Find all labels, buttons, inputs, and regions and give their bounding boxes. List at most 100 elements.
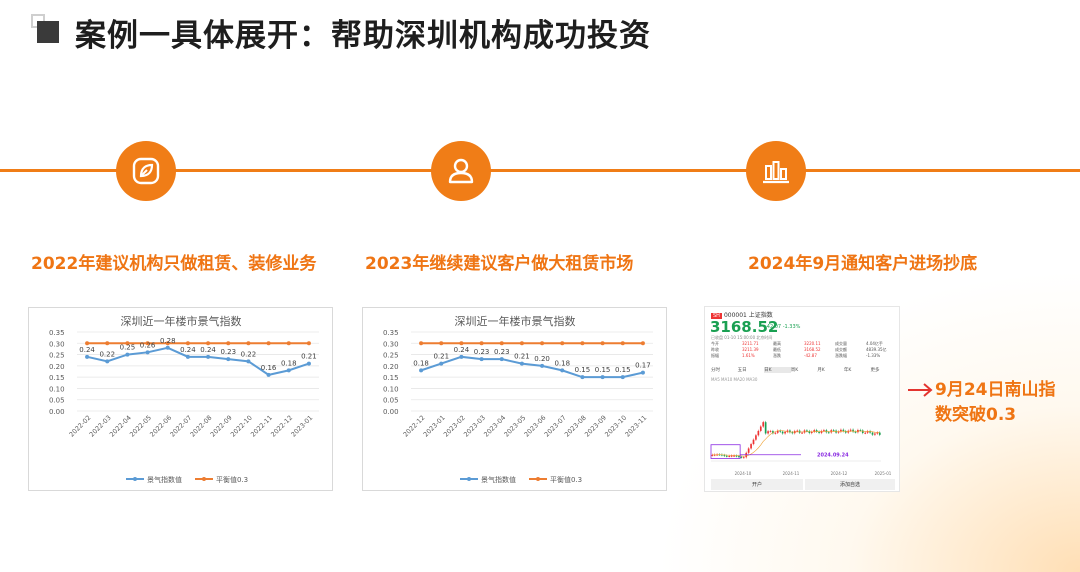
legend-label-2: 平衡值0.3 — [216, 475, 248, 484]
data-point — [266, 341, 271, 346]
period-tab[interactable]: 更多 — [870, 368, 880, 373]
stock-stats-grid: 今开 3211.71 最高 3220.11 成交量 4.04亿手 昨收 3211.39 最低 31… — [711, 341, 897, 359]
candle-body — [810, 431, 813, 434]
data-point — [165, 341, 170, 346]
y-tick-label: 0.00 — [49, 408, 65, 416]
candle-body — [750, 444, 752, 449]
data-point — [306, 341, 311, 346]
period-tab[interactable]: 日K — [764, 367, 791, 373]
stock-stat-cell: 成交量 — [835, 341, 847, 346]
data-point — [459, 354, 464, 359]
data-point — [620, 341, 625, 346]
data-point — [419, 341, 424, 346]
candle-body — [713, 454, 716, 456]
candle-body — [733, 455, 735, 457]
data-point — [85, 341, 90, 346]
kchart-x-label: 2024-11 — [783, 471, 800, 476]
data-label: 0.22 — [99, 350, 115, 358]
candle-body — [742, 457, 745, 459]
period-tab[interactable]: 年K — [843, 368, 852, 373]
stock-stat-cell: 1.61% — [742, 353, 755, 358]
data-point — [165, 345, 170, 350]
candle-body — [796, 430, 799, 432]
user-icon — [448, 158, 474, 184]
candle-body — [769, 431, 772, 433]
data-point — [499, 341, 504, 346]
period-tab[interactable]: 月K — [817, 368, 825, 373]
stock-stats-row: 振幅 1.61% 涨跌 -42.87 涨跌幅 -1.33% — [711, 353, 897, 359]
data-point — [226, 357, 231, 362]
candle-body — [711, 454, 714, 456]
candle-body — [878, 432, 881, 435]
stock-stat-cell: 成交额 — [835, 347, 847, 352]
stock-quote-card: SH 000001 上证指数 3168.52 -42.07 -1.33% 已收盘 … — [704, 306, 900, 492]
data-point — [185, 354, 190, 359]
candle-body — [842, 429, 845, 432]
data-point — [145, 350, 150, 355]
period-tab[interactable]: 五日 — [737, 368, 747, 373]
stock-status: 已收盘 01-10 15:00:00 北京时间 — [711, 335, 773, 340]
candle-body — [747, 448, 750, 453]
data-point — [600, 375, 605, 380]
stock-code: SH 000001 上证指数 — [711, 310, 773, 319]
stock-stat-cell: 3211.39 — [742, 347, 759, 352]
step-3-label: 2024年9月通知客户进场抄底 — [748, 254, 978, 274]
candle-body — [852, 429, 854, 432]
candle-body — [764, 422, 767, 434]
kchart-x-label: 2024-10 — [735, 471, 752, 476]
step-2-circle — [431, 141, 491, 201]
stock-stat-cell: -42.87 — [804, 353, 817, 358]
candle-body — [801, 432, 803, 434]
candle-body — [725, 455, 728, 457]
stock-stat-cell: 今开 — [711, 341, 719, 346]
add-watchlist-button[interactable]: 添加自选 — [805, 479, 895, 490]
x-tick-label: 2023-11 — [623, 414, 648, 439]
stock-price: 3168.52 — [710, 318, 779, 336]
open-account-button[interactable]: 开户 — [711, 479, 803, 490]
stock-stat-cell: 3168.52 — [804, 347, 821, 352]
bar-chart-icon — [763, 161, 789, 184]
annotation-note: 9月24日南山指数突破0.3 — [935, 380, 1056, 425]
y-tick-label: 0.25 — [49, 352, 65, 360]
stock-code-text: 000001 上证指数 — [723, 312, 773, 319]
candle-body — [735, 455, 738, 457]
y-tick-label: 0.30 — [49, 340, 65, 348]
series-line-1 — [86, 346, 310, 376]
stock-stats-row: 今开 3211.71 最高 3220.11 成交量 4.04亿手 — [711, 341, 897, 347]
line-chart-2022: 深圳近一年楼市景气指数 0.00 0.05 0.10 0.15 0.20 0.25 0.30 0… — [49, 314, 319, 484]
candle-body — [871, 432, 874, 435]
legend-label-2: 平衡值0.3 — [550, 475, 582, 484]
candle-body — [832, 430, 835, 432]
data-label: 0.15 — [615, 366, 631, 374]
candle-body — [808, 431, 811, 434]
candle-body — [779, 430, 782, 432]
period-tab[interactable]: 周K — [790, 368, 799, 373]
data-label: 0.18 — [281, 359, 297, 367]
stock-change: -42.07 -1.33% — [765, 324, 801, 330]
data-point — [206, 341, 211, 346]
candle-body — [728, 455, 731, 457]
candle-body — [730, 455, 733, 457]
candle-body — [866, 431, 869, 433]
stock-stat-cell: 3211.71 — [742, 341, 759, 346]
candle-body — [854, 431, 857, 433]
data-label: 0.15 — [595, 366, 611, 374]
candle-body — [762, 422, 765, 427]
data-point — [580, 375, 585, 380]
candle-body — [772, 431, 774, 434]
stock-stat-cell: 4839.35亿 — [866, 347, 887, 352]
data-point — [560, 368, 565, 373]
data-point — [600, 341, 605, 346]
x-tick-label: 2023-01 — [289, 414, 314, 439]
candle-body — [738, 456, 740, 458]
candlestick-chart: 2024.09.24 2024-10 2024-11 2024-12 2025-01 — [710, 420, 892, 476]
candle-body — [784, 431, 786, 434]
data-point — [246, 359, 251, 364]
data-point — [519, 341, 524, 346]
period-tab[interactable]: 分时 — [711, 368, 720, 373]
data-label: 0.24 — [79, 346, 95, 354]
data-label: 0.18 — [413, 359, 429, 367]
data-point — [306, 361, 311, 366]
data-point — [439, 341, 444, 346]
stock-period-tabs: 分时 五日 日K 周K 月K 年K 更多 — [711, 367, 897, 373]
